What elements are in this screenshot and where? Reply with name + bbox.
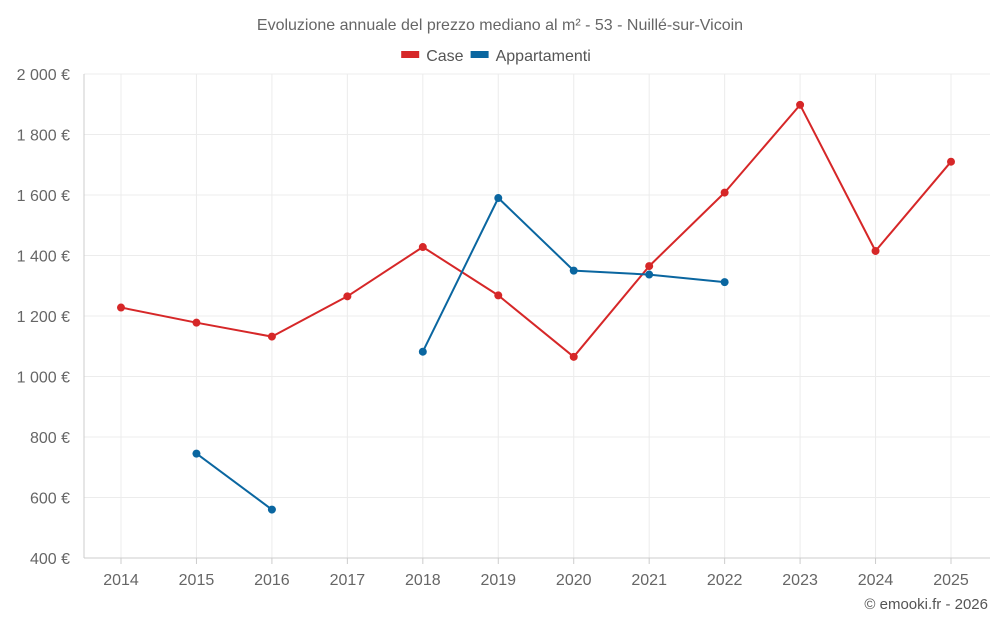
series-line	[195, 452, 273, 511]
series-layer	[117, 100, 955, 514]
y-axis: 400 € 600 € 800 € 1 000 € 1 200 € 1 400 € 1 60…	[17, 67, 70, 568]
x-tick-label: 2016	[254, 572, 290, 589]
x-tick-label: 2021	[631, 572, 667, 589]
data-point[interactable]	[267, 505, 276, 514]
series-case	[117, 100, 955, 361]
data-point[interactable]	[267, 332, 276, 341]
data-point[interactable]	[494, 291, 503, 300]
data-point[interactable]	[569, 266, 578, 275]
y-tick-label: 1 800 €	[17, 128, 70, 145]
data-point[interactable]	[418, 243, 427, 252]
data-point[interactable]	[645, 270, 654, 279]
x-tick-label: 2020	[556, 572, 592, 589]
legend-label: Case	[426, 48, 463, 65]
legend: Case Appartamenti	[401, 48, 591, 65]
data-point[interactable]	[192, 449, 201, 458]
y-tick-label: 400 €	[30, 551, 70, 568]
data-point[interactable]	[871, 246, 880, 255]
series-line	[120, 103, 952, 358]
x-tick-label: 2022	[707, 572, 743, 589]
y-tick-label: 1 200 €	[17, 309, 70, 326]
y-tick-label: 800 €	[30, 430, 70, 447]
data-point[interactable]	[343, 292, 352, 301]
y-tick-label: 1 600 €	[17, 188, 70, 205]
x-tick-label: 2019	[480, 572, 516, 589]
x-tick-label: 2023	[782, 572, 818, 589]
x-axis: 2014 2015 2016 2017 2018 2019 2020 2021 2022 2023…	[103, 558, 969, 589]
series-appartamenti	[192, 194, 729, 514]
x-tick-label: 2018	[405, 572, 441, 589]
y-tick-label: 2 000 €	[17, 67, 70, 84]
legend-swatch	[470, 51, 489, 58]
data-point[interactable]	[494, 194, 503, 203]
data-point[interactable]	[192, 318, 201, 327]
legend-item[interactable]: Case	[401, 48, 464, 65]
data-point[interactable]	[720, 188, 729, 197]
data-point[interactable]	[418, 347, 427, 356]
chart-title: Evoluzione annuale del prezzo mediano al…	[257, 17, 743, 34]
legend-item[interactable]: Appartamenti	[470, 48, 591, 65]
legend-label: Appartamenti	[496, 48, 591, 65]
y-tick-label: 1 400 €	[17, 249, 70, 266]
x-tick-label: 2017	[330, 572, 366, 589]
y-tick-label: 1 000 €	[17, 370, 70, 387]
legend-swatch	[401, 51, 420, 58]
grid	[83, 73, 990, 559]
x-tick-label: 2025	[933, 572, 969, 589]
data-point[interactable]	[947, 157, 955, 166]
credit-text: © emooki.fr - 2026	[864, 596, 988, 613]
x-tick-label: 2014	[103, 572, 139, 589]
x-tick-label: 2024	[858, 572, 894, 589]
x-tick-label: 2015	[179, 572, 215, 589]
data-point[interactable]	[645, 262, 654, 271]
data-point[interactable]	[569, 352, 578, 361]
data-point[interactable]	[796, 100, 805, 109]
y-tick-label: 600 €	[30, 491, 70, 508]
data-point[interactable]	[720, 278, 729, 287]
data-point[interactable]	[117, 303, 125, 312]
